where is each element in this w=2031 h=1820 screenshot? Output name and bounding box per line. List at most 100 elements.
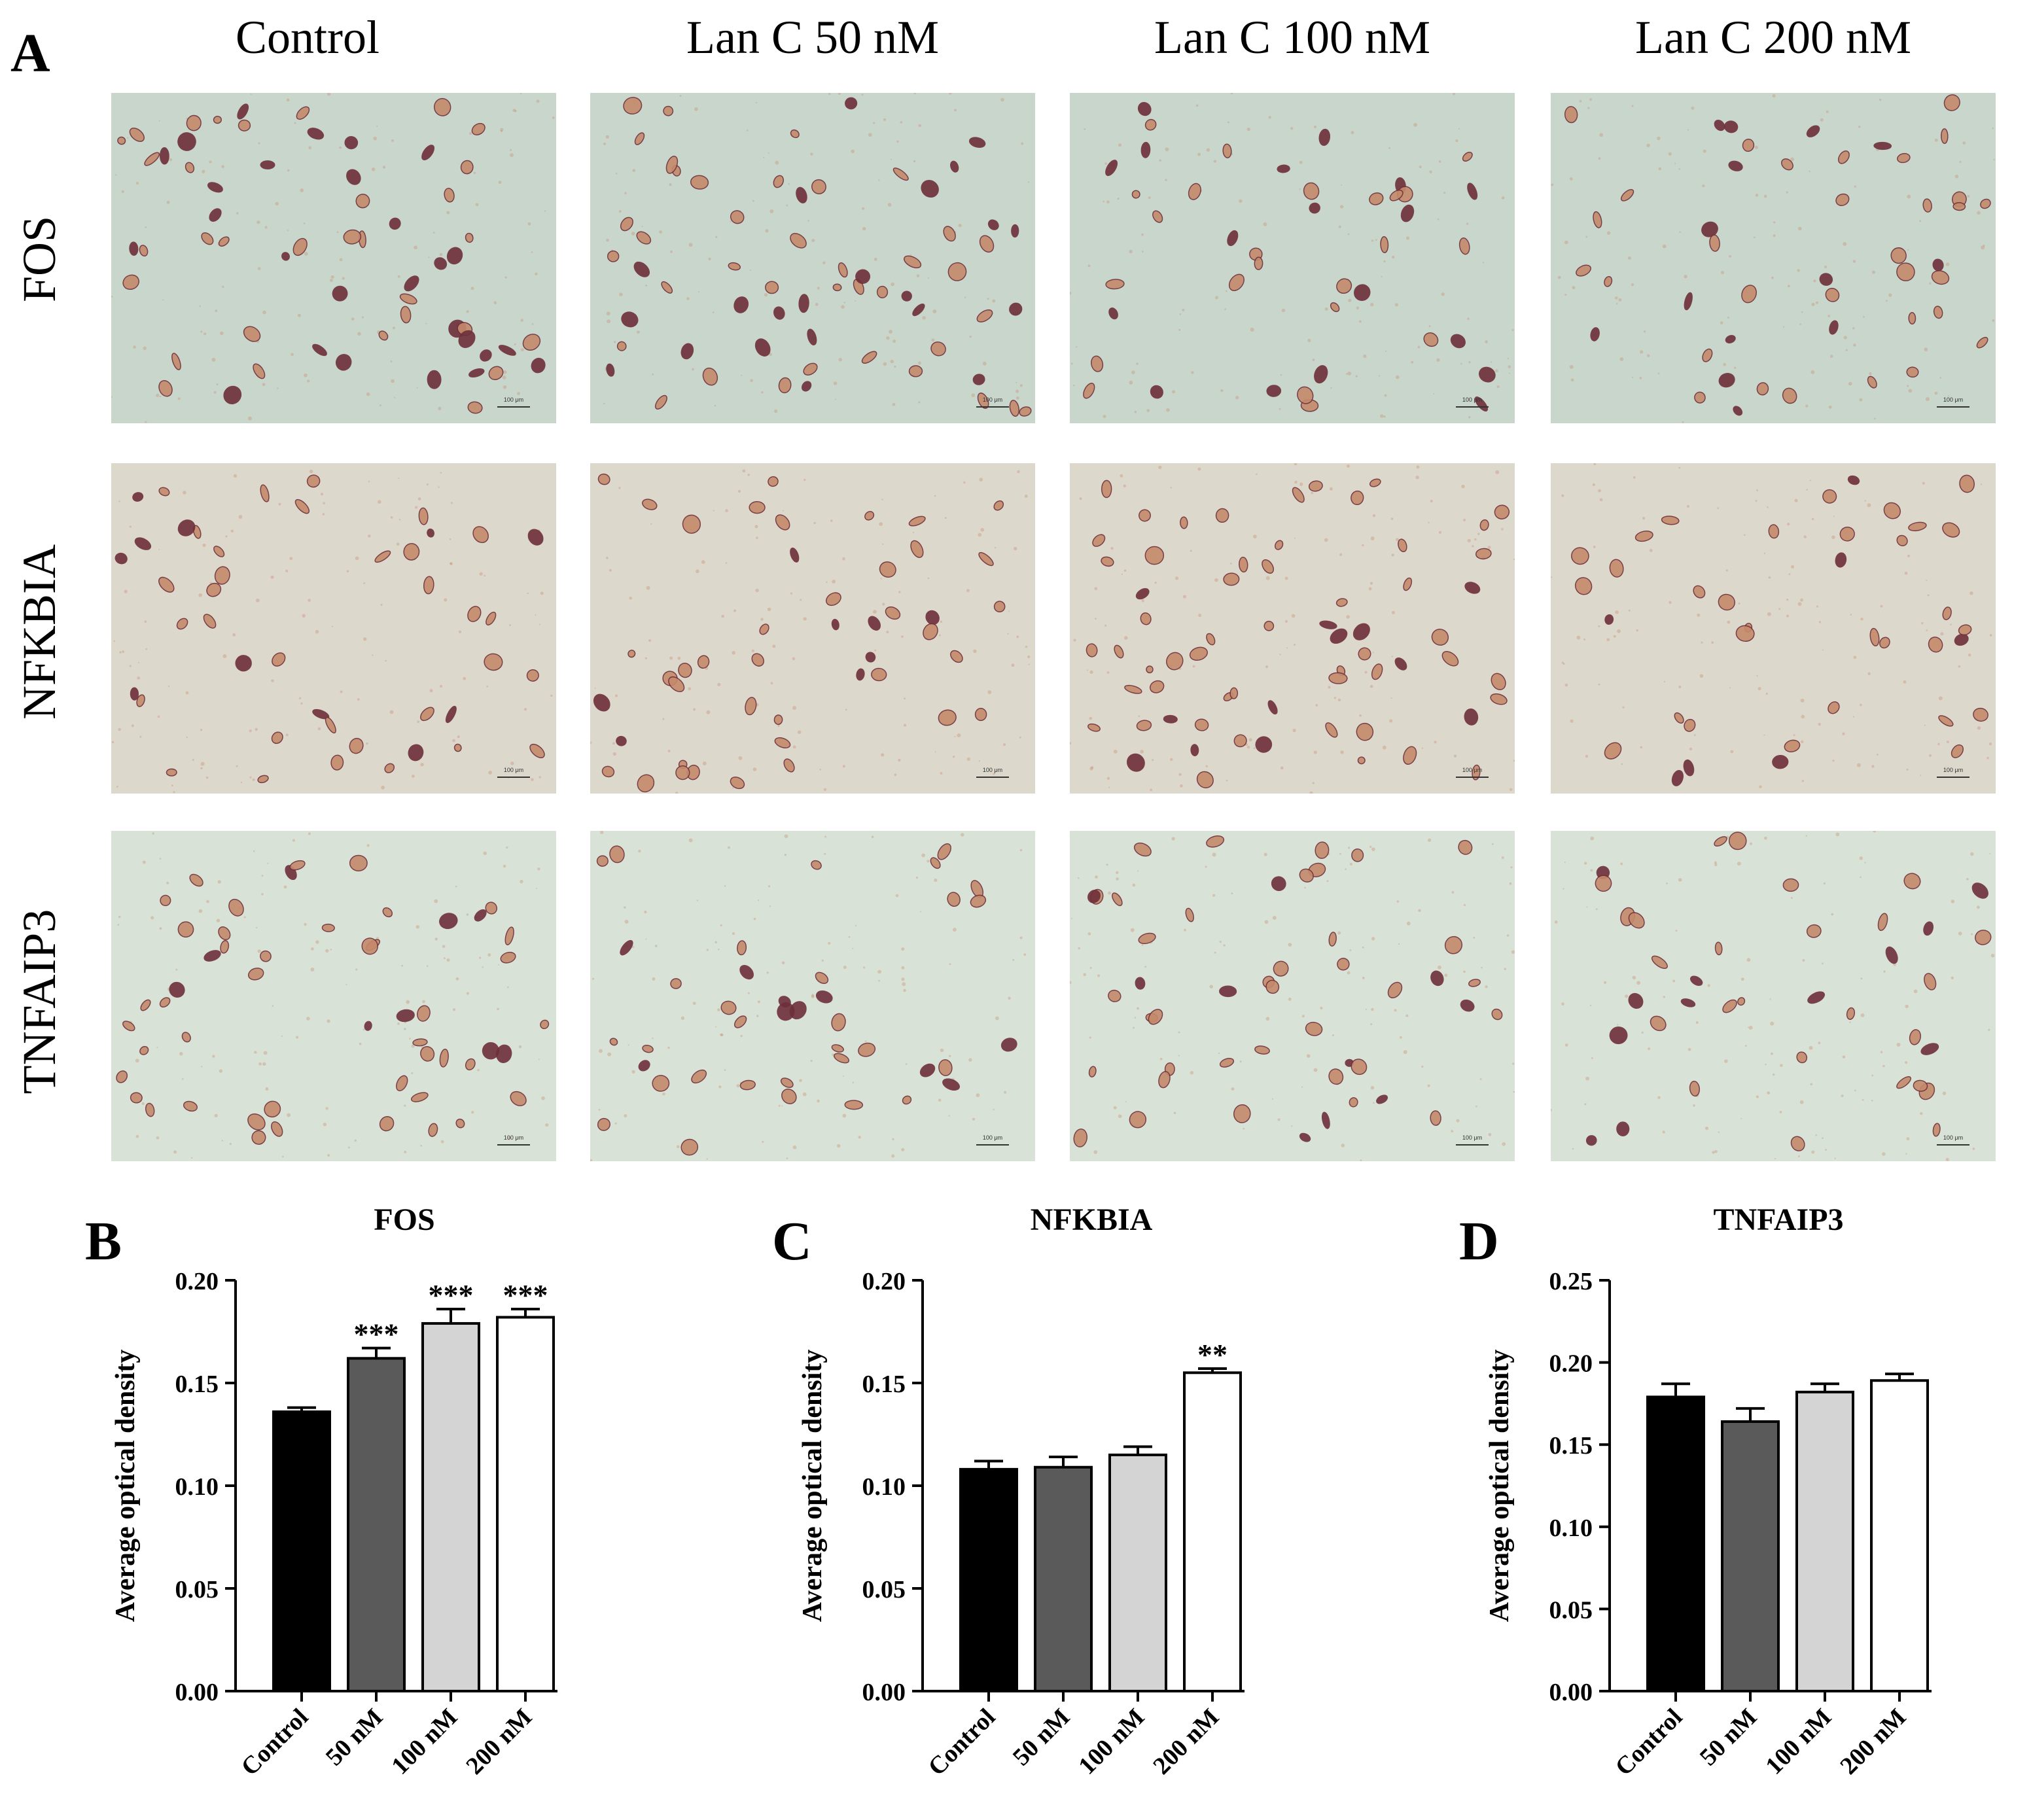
micrograph-tnfaip3-0: 100 μm — [111, 831, 556, 1161]
micrograph-image: 100 μm — [1551, 463, 1996, 794]
bar-control — [959, 1467, 1018, 1692]
micrograph-nfkbia-2: 100 μm — [1070, 463, 1515, 794]
chart-title: FOS — [374, 1202, 434, 1237]
chart-title: NFKBIA — [1031, 1202, 1153, 1237]
micrograph-tnfaip3-3: 100 μm — [1551, 831, 1996, 1161]
chart-fos: B FOS Average optical density 0.00 0.05 0.10 0… — [85, 1202, 557, 1781]
micrograph-image: 100 μm — [1070, 463, 1515, 794]
micrograph-fos-3: 100 μm — [1551, 93, 1996, 423]
x-tick-label: 50 nM — [321, 1704, 389, 1772]
bar-charts: B FOS Average optical density 0.00 0.05 0.10 0… — [0, 1178, 2031, 1820]
column-label-100nm: Lan C 100 nM — [1154, 11, 1430, 63]
chart-tnfaip3: D TNFAIP3 Average optical density 0.00 0.05 0… — [1459, 1202, 1932, 1781]
panel-letter: B — [85, 1211, 122, 1272]
y-tick-label: 0.20 — [175, 1268, 219, 1295]
scale-bar-label: 100 μm — [504, 396, 523, 403]
y-axis-label: Average optical density — [798, 1350, 828, 1622]
micrograph-image: 100 μm — [111, 463, 556, 794]
y-tick-label: 0.05 — [1549, 1596, 1593, 1624]
scale-bar-label: 100 μm — [1943, 396, 1963, 403]
x-tick-label: 100 nM — [386, 1704, 463, 1780]
micrograph-image: 100 μm — [1070, 831, 1515, 1161]
row-label-tnfaip3: TNFAIP3 — [13, 909, 65, 1094]
bar-200-nm — [496, 1316, 555, 1692]
bar-100-nm — [1108, 1453, 1167, 1692]
y-tick-label: 0.20 — [1549, 1350, 1593, 1378]
significance-marker: *** — [429, 1278, 474, 1312]
column-label-200nm: Lan C 200 nM — [1635, 11, 1911, 63]
scale-bar-label: 100 μm — [1943, 767, 1963, 773]
micrograph-image: 100 μm — [590, 831, 1035, 1161]
significance-marker: *** — [354, 1318, 399, 1351]
y-tick-label: 0.15 — [862, 1371, 906, 1398]
x-tick-label: Control — [236, 1704, 314, 1781]
chart-title: TNFAIP3 — [1713, 1202, 1843, 1237]
scale-bar-label: 100 μm — [983, 396, 1002, 403]
y-tick-label: 0.15 — [1549, 1432, 1593, 1460]
micrograph-image: 100 μm — [1551, 831, 1996, 1161]
micrograph-image: 100 μm — [1070, 93, 1515, 423]
y-tick-label: 0.15 — [175, 1371, 219, 1398]
significance-marker: *** — [503, 1278, 548, 1312]
y-tick-label: 0.20 — [862, 1268, 906, 1295]
bar-control — [1646, 1395, 1705, 1692]
bar-control — [272, 1410, 331, 1692]
micrograph-nfkbia-3: 100 μm — [1551, 463, 1996, 794]
y-tick-label: 0.25 — [1549, 1268, 1593, 1295]
panel-letter-a: A — [10, 23, 50, 84]
scale-bar-label: 100 μm — [983, 1134, 1002, 1141]
x-tick-label: 50 nM — [1008, 1704, 1076, 1772]
column-label-50nm: Lan C 50 nM — [686, 11, 939, 63]
scale-bar-label: 100 μm — [504, 767, 523, 773]
x-tick-label: 200 nM — [461, 1704, 537, 1780]
bar-200-nm — [1870, 1379, 1929, 1692]
scale-bar-label: 100 μm — [1462, 1134, 1482, 1141]
bar-100-nm — [1795, 1390, 1854, 1692]
y-tick-label: 0.05 — [862, 1576, 906, 1603]
y-tick-label: 0.00 — [1549, 1679, 1593, 1706]
micrograph-image: 100 μm — [590, 93, 1035, 423]
y-axis-label: Average optical density — [111, 1350, 141, 1622]
bar-50-nm — [1721, 1420, 1780, 1692]
x-tick-label: Control — [1610, 1704, 1688, 1781]
y-tick-label: 0.00 — [862, 1679, 906, 1706]
y-tick-label: 0.10 — [862, 1473, 906, 1501]
x-tick-label: 200 nM — [1148, 1704, 1224, 1780]
bar-50-nm — [347, 1357, 406, 1692]
micrograph-nfkbia-0: 100 μm — [111, 463, 556, 794]
column-label-control: Control — [235, 11, 380, 63]
micrograph-image: 100 μm — [111, 93, 556, 423]
panel-letter: C — [772, 1211, 812, 1272]
row-label-fos: FOS — [13, 215, 65, 303]
scale-bar-label: 100 μm — [1462, 396, 1482, 403]
micrograph-tnfaip3-2: 100 μm — [1070, 831, 1515, 1161]
y-axis-label: Average optical density — [1485, 1350, 1515, 1622]
scale-bar-label: 100 μm — [983, 767, 1002, 773]
micrograph-nfkbia-1: 100 μm — [590, 463, 1035, 794]
x-tick-label: 50 nM — [1695, 1704, 1763, 1772]
chart-nfkbia: C NFKBIA Average optical density 0.00 0.05 0.… — [772, 1202, 1245, 1781]
bar-charts-svg: B FOS Average optical density 0.00 0.05 0.10 0… — [85, 1202, 1932, 1781]
micrograph-fos-0: 100 μm — [111, 93, 556, 423]
micrograph-image: 100 μm — [590, 463, 1035, 794]
micrograph-fos-1: 100 μm — [590, 93, 1035, 423]
micrograph-tnfaip3-1: 100 μm — [590, 831, 1035, 1161]
scale-bar-label: 100 μm — [1943, 1134, 1963, 1141]
x-tick-label: 100 nM — [1073, 1704, 1150, 1780]
x-tick-label: 200 nM — [1835, 1704, 1911, 1780]
bar-100-nm — [421, 1321, 480, 1692]
bar-200-nm — [1183, 1371, 1242, 1692]
scale-bar-label: 100 μm — [1462, 767, 1482, 773]
row-label-nfkbia: NFKBIA — [13, 544, 65, 720]
y-tick-label: 0.10 — [175, 1473, 219, 1501]
y-tick-label: 0.10 — [1549, 1514, 1593, 1542]
x-tick-label: Control — [923, 1704, 1001, 1781]
y-tick-label: 0.05 — [175, 1576, 219, 1603]
panel-letter: D — [1459, 1211, 1499, 1272]
scale-bar-label: 100 μm — [504, 1134, 523, 1141]
micrograph-image: 100 μm — [1551, 93, 1996, 423]
significance-marker: ** — [1197, 1338, 1227, 1371]
y-tick-label: 0.00 — [175, 1679, 219, 1706]
micrograph-image: 100 μm — [111, 831, 556, 1161]
micrograph-fos-2: 100 μm — [1070, 93, 1515, 423]
